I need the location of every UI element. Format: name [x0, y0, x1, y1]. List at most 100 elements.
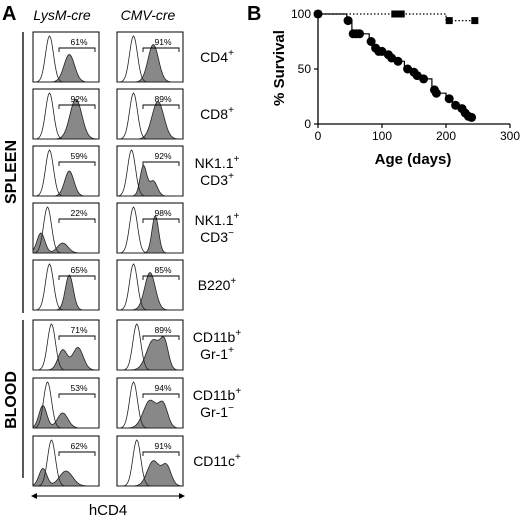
square-marker	[471, 17, 479, 25]
control-histogram	[117, 439, 183, 487]
gate-bracket	[142, 275, 180, 280]
gate-bracket	[58, 451, 96, 456]
gate-percentage: 94%	[154, 383, 171, 393]
gate-percentage: 98%	[154, 208, 171, 218]
gate-bracket	[58, 104, 96, 109]
histogram-box: 59%	[32, 145, 100, 197]
population-label: Gr-1−	[200, 403, 234, 420]
histogram-box: 85%	[116, 259, 184, 311]
circle-marker	[393, 56, 403, 66]
gate-percentage: 89%	[154, 325, 171, 335]
histogram-box: 53%	[32, 377, 100, 429]
gate-bracket	[58, 47, 96, 52]
histogram-box: 65%	[32, 259, 100, 311]
gate-percentage: 62%	[70, 441, 87, 451]
gate-percentage: 22%	[70, 208, 87, 218]
gate-bracket	[142, 218, 180, 223]
column-header-cmv: CMV-cre	[121, 7, 176, 23]
gate-percentage: 61%	[70, 37, 87, 47]
histogram-box: 61%	[32, 31, 100, 83]
gate-bracket	[142, 393, 180, 398]
control-histogram	[117, 35, 183, 83]
population-label: Gr-1+	[200, 345, 234, 362]
population-label: CD11c+	[193, 452, 241, 469]
control-histogram	[33, 439, 99, 487]
circle-marker	[467, 112, 477, 122]
control-histogram	[117, 323, 183, 371]
circle-marker	[444, 94, 454, 104]
circle-marker	[355, 29, 365, 39]
circle-marker	[366, 37, 376, 46]
population-label: NK1.1+	[195, 154, 240, 171]
histogram-box: 94%	[116, 377, 184, 429]
panel-a-letter: A	[2, 3, 16, 25]
spleen-label: SPLEEN	[3, 140, 20, 204]
population-label: CD11b+	[193, 386, 242, 403]
control-histogram	[33, 149, 99, 197]
control-histogram	[33, 35, 99, 83]
x-tick-label: 200	[436, 129, 456, 143]
circle-marker	[343, 16, 353, 26]
gate-bracket	[142, 451, 180, 456]
survival-chart: 0 100 200 300 0 50 100	[291, 7, 520, 143]
survival-xlabel: Age (days)	[375, 151, 452, 168]
histogram-box: 71%	[32, 319, 100, 371]
survival-ylabel: % Survival	[271, 30, 288, 106]
control-histogram	[33, 323, 99, 371]
histogram-box: 89%	[116, 319, 184, 371]
population-label: CD3−	[200, 228, 234, 245]
histogram-box: 22%	[32, 202, 100, 254]
gate-percentage: 92%	[154, 151, 171, 161]
hcd4-arrow-left-head	[31, 493, 37, 499]
gate-bracket	[142, 335, 180, 340]
column-header-lysm: LysM-cre	[33, 7, 91, 23]
panel-b-letter: B	[247, 3, 261, 25]
control-histogram	[117, 92, 183, 140]
control-histogram	[32, 381, 99, 429]
gate-percentage: 92%	[70, 94, 87, 104]
gate-bracket	[142, 161, 180, 166]
y-tick-label: 100	[291, 7, 311, 21]
gate-percentage: 85%	[154, 265, 171, 275]
blood-label: BLOOD	[3, 371, 20, 429]
control-histogram	[117, 206, 183, 254]
histogram-box: 89%	[116, 88, 184, 140]
x-tick-label: 0	[315, 129, 322, 143]
circle-marker	[313, 9, 323, 19]
gate-percentage: 65%	[70, 265, 87, 275]
control-histogram	[33, 263, 99, 311]
hcd4-label: hCD4	[89, 502, 127, 519]
population-label: CD3+	[200, 171, 234, 188]
gate-percentage: 53%	[70, 383, 87, 393]
control-histogram	[117, 263, 183, 311]
control-histogram	[33, 92, 99, 140]
gate-bracket	[58, 161, 96, 166]
gate-bracket	[58, 393, 96, 398]
survival-line-square	[318, 13, 475, 22]
population-label: CD4+	[200, 48, 234, 65]
histogram-box: 62%	[32, 435, 100, 487]
gate-percentage: 89%	[154, 94, 171, 104]
histogram-box: 92%	[32, 88, 100, 140]
population-label: CD11b+	[193, 328, 242, 345]
histogram-box: 98%	[116, 202, 184, 254]
gate-percentage: 91%	[154, 441, 171, 451]
gate-bracket	[58, 275, 96, 280]
population-label: CD8+	[200, 105, 234, 122]
square-marker	[445, 17, 453, 25]
gate-bracket	[58, 218, 96, 223]
histogram-box: 91%	[116, 31, 184, 83]
x-tick-label: 300	[500, 129, 520, 143]
square-marker	[397, 10, 405, 18]
gate-percentage: 71%	[70, 325, 87, 335]
control-histogram	[117, 381, 183, 429]
x-tick-label: 100	[372, 129, 392, 143]
control-histogram	[116, 149, 183, 197]
population-label: NK1.1+	[195, 211, 240, 228]
histogram-box: 92%	[116, 145, 184, 197]
y-tick-label: 0	[304, 117, 311, 131]
gate-percentage: 91%	[154, 37, 171, 47]
y-tick-label: 50	[298, 62, 312, 76]
population-label: B220+	[198, 276, 237, 293]
